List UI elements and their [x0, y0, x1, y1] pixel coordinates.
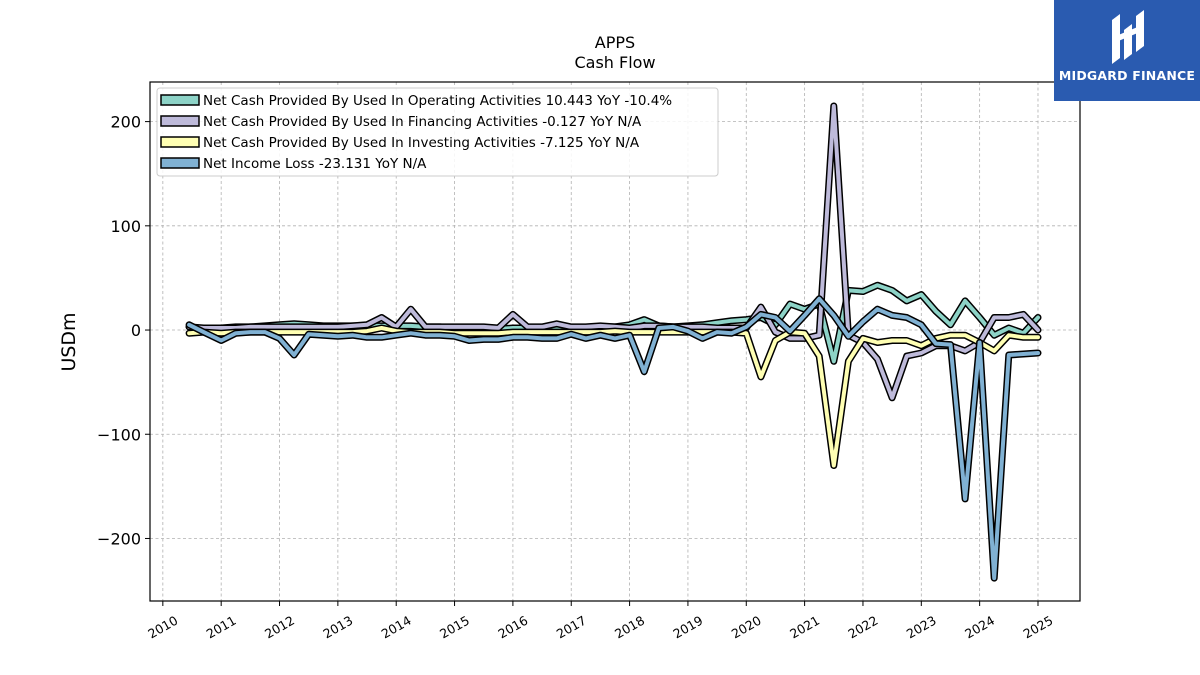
legend-entry: Net Income Loss -23.131 YoY N/A — [203, 156, 427, 172]
series-line-outline — [185, 324, 1042, 469]
x-tick-label: 2018 — [612, 613, 647, 642]
legend-entry: Net Cash Provided By Used In Financing A… — [203, 114, 642, 130]
series-3 — [185, 324, 1042, 469]
y-tick-label: −100 — [97, 425, 141, 444]
x-tick-label: 2011 — [204, 613, 239, 642]
chart-title: APPS — [595, 33, 635, 52]
x-tick-label: 2016 — [495, 613, 530, 642]
x-tick-label: 2022 — [845, 613, 880, 642]
x-tick-label: 2023 — [904, 613, 939, 642]
legend-entry: Net Cash Provided By Used In Operating A… — [203, 93, 672, 109]
series-2 — [185, 102, 1042, 402]
x-tick-label: 2014 — [379, 613, 414, 642]
x-tick-label: 2025 — [1020, 613, 1055, 642]
y-tick-label: −200 — [97, 529, 141, 548]
legend: Net Cash Provided By Used In Operating A… — [156, 87, 719, 177]
midgard-finance-logo: MIDGARD FINANCE — [1054, 0, 1200, 101]
legend-box — [156, 87, 719, 177]
x-tick-label: 2019 — [670, 613, 705, 642]
x-tick-label: 2010 — [145, 613, 180, 642]
chart-subtitle: Cash Flow — [574, 53, 655, 72]
series-line — [187, 326, 1040, 468]
x-tick-label: 2020 — [729, 613, 764, 642]
x-tick-label: 2015 — [437, 613, 472, 642]
legend-swatch — [160, 94, 200, 106]
brand-name: MIDGARD FINANCE — [1058, 68, 1196, 83]
x-tick-label: 2021 — [787, 613, 822, 642]
midgard-logo-icon — [1112, 10, 1144, 64]
series-4 — [185, 295, 1042, 582]
series-line — [187, 296, 1040, 581]
legend-swatch — [160, 157, 200, 169]
x-tick-label: 2024 — [962, 613, 997, 642]
plot-frame — [149, 81, 1081, 602]
y-axis-label: USDm — [58, 312, 80, 371]
x-tick-label: 2012 — [262, 613, 297, 642]
series-line — [187, 104, 1040, 400]
legend-swatch — [160, 115, 200, 127]
x-tick-label: 2013 — [320, 613, 355, 642]
y-tick-label: 200 — [110, 113, 141, 132]
legend-swatch — [160, 136, 200, 148]
legend-entry: Net Cash Provided By Used In Investing A… — [203, 135, 640, 151]
y-tick-label: 0 — [131, 321, 141, 340]
series-lines — [185, 102, 1042, 582]
y-tick-label: 100 — [110, 217, 141, 236]
x-tick-label: 2017 — [554, 613, 589, 642]
